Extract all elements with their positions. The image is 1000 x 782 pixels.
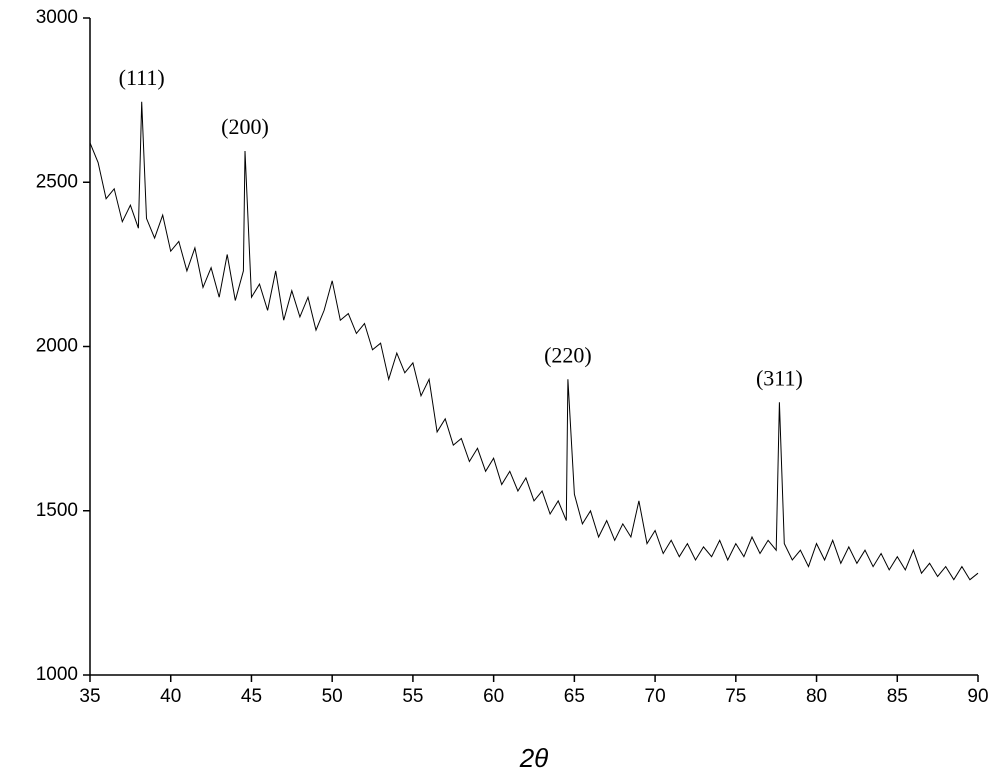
x-tick-label: 65 [564, 686, 585, 707]
y-tick-label: 2500 [36, 171, 78, 192]
x-axis-label: 2θ [519, 743, 549, 773]
x-tick-label: 55 [402, 686, 423, 707]
peak-label: (200) [221, 114, 269, 139]
x-tick-label: 45 [241, 686, 262, 707]
x-tick-label: 60 [483, 686, 504, 707]
x-tick-label: 40 [160, 686, 181, 707]
x-tick-label: 50 [322, 686, 343, 707]
peak-label: (111) [119, 65, 165, 90]
x-tick-label: 35 [79, 686, 100, 707]
x-tick-label: 80 [806, 686, 827, 707]
x-tick-label: 85 [887, 686, 908, 707]
data-line [89, 101, 979, 581]
peak-label: (220) [544, 342, 592, 367]
y-tick-label: 1500 [36, 500, 78, 521]
y-tick-label: 1000 [36, 664, 78, 685]
y-tick-label: 3000 [36, 7, 78, 28]
peak-label: (311) [756, 365, 803, 390]
x-tick-label: 75 [725, 686, 746, 707]
x-tick-label: 70 [645, 686, 666, 707]
y-tick-label: 2000 [36, 336, 78, 357]
x-tick-label: 90 [967, 686, 988, 707]
